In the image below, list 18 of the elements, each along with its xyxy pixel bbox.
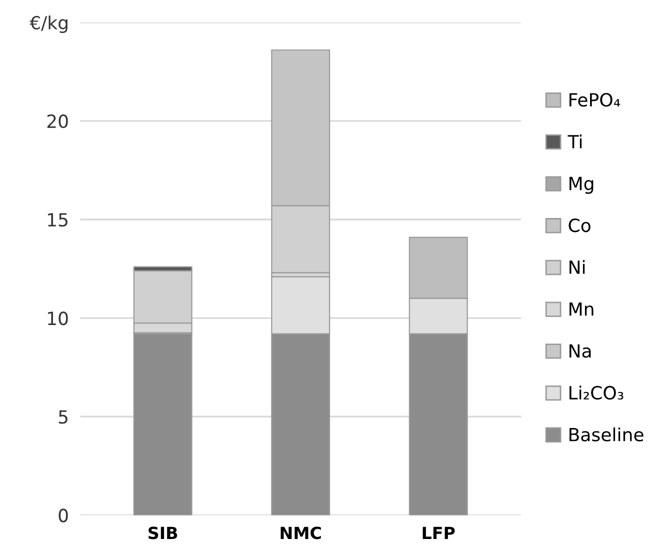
legend-label: Na	[570, 344, 591, 358]
legend-label: Li₂CO₃	[570, 386, 624, 400]
x-tick-label: LFP	[422, 526, 455, 539]
legend-label: Baseline	[570, 427, 644, 442]
legend-label: Mg	[570, 176, 594, 194]
y-tick-label: 5	[58, 410, 68, 424]
legend-label: Mn	[570, 302, 594, 316]
x-tick-label: NMC	[280, 526, 321, 540]
legend-label: Ti	[568, 134, 582, 148]
legend-label: Co	[568, 218, 590, 232]
y-tick-label: 20	[47, 114, 68, 128]
x-tick-label: SIB	[148, 526, 178, 540]
y-tick-label: €/kg	[30, 16, 68, 34]
y-tick-label: 15	[48, 213, 68, 227]
legend-label: Ni	[570, 260, 585, 274]
y-tick-label: 10	[48, 312, 68, 326]
y-tick-label: 0	[58, 508, 68, 522]
legend-label: FePO₄	[570, 92, 620, 107]
